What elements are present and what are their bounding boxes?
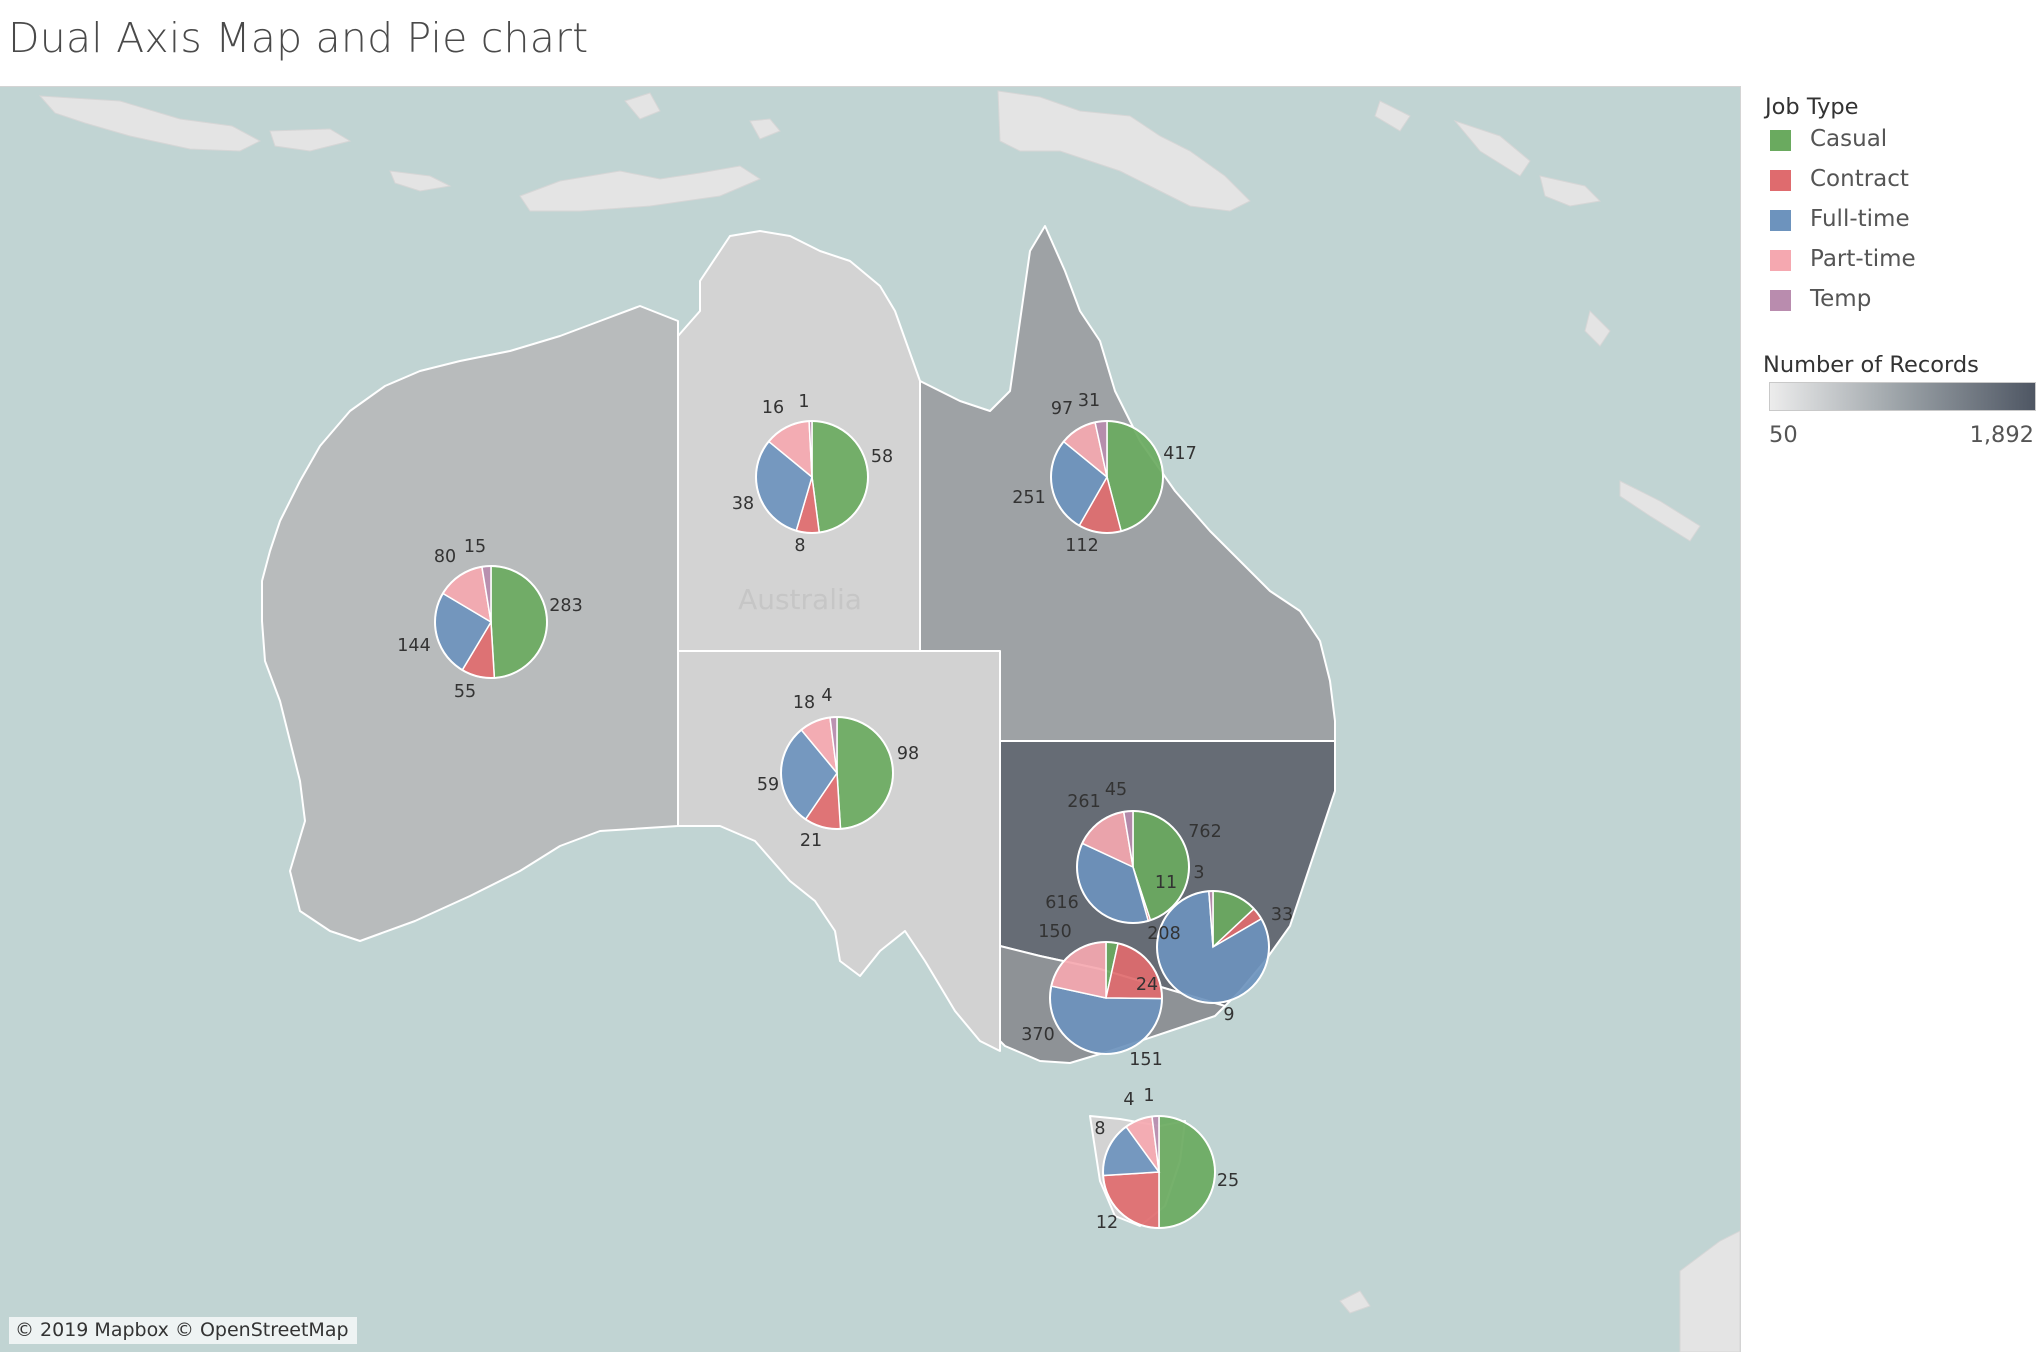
pie-label-sa-contract: 21: [800, 831, 822, 851]
pie-label-qld-full-time: 251: [1012, 488, 1045, 508]
pie-outline-nsw: [1076, 810, 1190, 924]
legend-swatch-full-time: [1770, 210, 1791, 231]
pie-outline-sa: [780, 716, 894, 830]
pie-label-vic-contract: 151: [1129, 1050, 1162, 1070]
pie-label-wa-part-time: 80: [434, 547, 456, 567]
color-scale-bar: [1769, 382, 2036, 411]
pie-label-tas-temp: 1: [1143, 1086, 1154, 1106]
pie-label-nsw-casual: 762: [1188, 822, 1221, 842]
pie-label-wa-temp: 15: [464, 537, 486, 557]
pie-label-sa-casual: 98: [897, 744, 919, 764]
pie-label-nsw-contract: 11: [1155, 873, 1177, 893]
pie-label-sa-temp: 4: [821, 686, 832, 706]
legend-swatch-contract: [1770, 170, 1791, 191]
pie-label-qld-part-time: 97: [1051, 399, 1073, 419]
pie-outline-vic: [1049, 941, 1163, 1055]
pie-label-act-casual: 33: [1271, 905, 1293, 925]
color-scale-title: Number of Records: [1763, 352, 1979, 378]
map-panel[interactable]: Australia 283 55 144 80 15 58 8 38 16 1 417 112 251 9…: [0, 86, 1741, 1352]
pie-label-wa-full-time: 144: [397, 636, 430, 656]
pie-label-nsw-full-time: 616: [1045, 893, 1078, 913]
pie-qld[interactable]: 417 112 251 97 31: [1012, 391, 1196, 556]
color-scale-min: 50: [1769, 422, 1798, 448]
pie-label-nt-contract: 8: [794, 536, 805, 556]
pie-label-tas-full-time: 8: [1094, 1119, 1105, 1139]
pie-label-sa-full-time: 59: [757, 775, 779, 795]
pie-label-nsw-temp: 45: [1105, 780, 1127, 800]
australia-label: Australia: [738, 583, 862, 616]
pie-outline-qld: [1050, 420, 1164, 534]
pie-label-wa-casual: 283: [549, 596, 582, 616]
legend-swatch-casual: [1770, 130, 1791, 151]
pie-outline-act: [1156, 890, 1270, 1004]
neighbouring-land: [38, 90, 1740, 1352]
pie-nt[interactable]: 58 8 38 16 1: [732, 392, 893, 556]
pie-label-wa-contract: 55: [454, 682, 476, 702]
pie-outline-wa: [434, 565, 548, 679]
pie-label-vic-part-time: 150: [1038, 922, 1071, 942]
legend-swatch-temp: [1770, 290, 1791, 311]
pie-wa[interactable]: 283 55 144 80 15: [397, 537, 582, 702]
map-attribution[interactable]: © 2019 Mapbox © OpenStreetMap: [9, 1317, 357, 1344]
pie-label-nt-casual: 58: [871, 447, 893, 467]
pie-label-vic-full-time: 370: [1021, 1025, 1054, 1045]
pie-outline-nt: [755, 420, 869, 534]
legend-swatch-part-time: [1770, 250, 1791, 271]
pie-label-act-full-time: 208: [1147, 924, 1180, 944]
legend-panel: Job Type Casual Contract Full-time Part-…: [1745, 86, 2038, 486]
pie-label-act-temp: 3: [1193, 863, 1204, 883]
pie-label-nt-full-time: 38: [732, 494, 754, 514]
pie-tas[interactable]: 25 12 84 1: [1094, 1086, 1239, 1233]
pie-label-act-contract: 9: [1223, 1005, 1234, 1025]
pie-label-nsw-part-time: 261: [1067, 792, 1100, 812]
legend-label-full-time: Full-time: [1810, 206, 1910, 232]
pie-label-qld-casual: 417: [1163, 444, 1196, 464]
pie-label-nt-part-time: 16: [762, 398, 784, 418]
pie-label-vic-casual: 24: [1136, 975, 1158, 995]
legend-title: Job Type: [1765, 94, 1859, 120]
color-scale-max: 1,892: [1969, 422, 2034, 448]
pie-label-tas-contract: 12: [1096, 1213, 1118, 1233]
pie-label-tas-part-time: 4: [1123, 1090, 1134, 1110]
pie-label-qld-contract: 112: [1065, 536, 1098, 556]
state-sa: [677, 650, 1001, 1052]
pie-outline-tas: [1102, 1115, 1216, 1229]
pie-sa[interactable]: 98 21 59 18 4: [757, 686, 919, 851]
pie-act[interactable]: 33 9 208 3: [1147, 863, 1293, 1025]
chart-title: Dual Axis Map and Pie chart: [8, 14, 589, 62]
legend-label-casual: Casual: [1810, 126, 1888, 152]
pie-label-tas-casual: 25: [1217, 1171, 1239, 1191]
pie-vic[interactable]: 24 151 370 150: [1021, 922, 1163, 1070]
legend-label-part-time: Part-time: [1810, 246, 1916, 272]
pie-label-nt-temp: 1: [798, 392, 809, 412]
legend-label-temp: Temp: [1810, 286, 1872, 312]
pie-label-sa-part-time: 18: [793, 693, 815, 713]
legend-label-contract: Contract: [1810, 166, 1909, 192]
pie-label-qld-temp: 31: [1078, 391, 1100, 411]
